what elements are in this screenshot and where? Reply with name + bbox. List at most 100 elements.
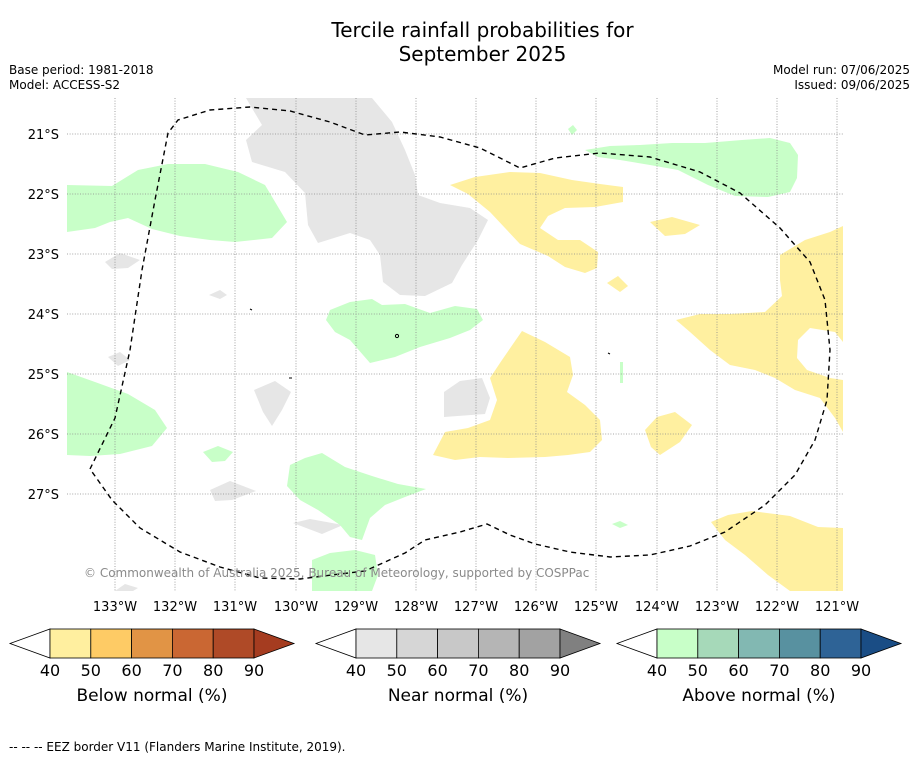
colorbar-label-above: Above normal (%) [682,686,836,706]
issued-text: Issued: 09/06/2025 [794,78,910,92]
above-normal-blob [620,362,623,383]
colorbar-tick-label: 40 [346,661,366,680]
lat-label: 26°S [28,428,59,443]
colorbar-tick-label: 50 [81,661,101,680]
lon-labels: 133°W 132°W 131°W 130°W 129°W 128°W 127°… [93,600,859,615]
colorbar-label-below: Below normal (%) [76,686,228,706]
eez-legend-text: -- -- -- EEZ border V11 (Flanders Marine… [9,740,346,754]
colorbar-tick-label: 40 [40,661,60,680]
colorbar-swatch [437,628,479,659]
colorbar-swatch [171,628,214,659]
model-text: Model: ACCESS-S2 [9,78,121,92]
colorbar-swatch [477,628,520,659]
colorbar-tick-label: 80 [509,661,529,680]
near-normal-blob [444,378,490,417]
above-normal-region-south [287,453,426,540]
island-marker [249,308,253,311]
below-normal-blob [607,276,628,292]
above-normal-blob [612,521,628,528]
colorbar-swatch [131,628,173,659]
lon-label: 130°W [274,600,318,615]
island-marker [607,352,611,355]
above-normal-region-west [67,164,287,242]
colorbar-extend-low [615,628,658,659]
lon-label: 127°W [454,600,498,615]
below-normal-region-east [676,226,843,432]
above-normal-region-northeast [585,138,798,197]
lat-labels: 21°S 22°S 23°S 24°S 25°S 26°S 27°S [28,128,59,503]
near-normal-blob [293,519,343,534]
lat-label: 22°S [28,188,59,203]
lon-label: 123°W [695,600,739,615]
base-period-text: Base period: 1981-2018 [9,63,154,77]
eez-border [89,106,831,580]
colorbar-swatch [738,628,780,659]
below-normal-region-central-south [433,331,602,460]
colorbar-tick-label: 60 [728,661,748,680]
islands [249,308,611,379]
colorbar-swatch [779,628,821,659]
colorbar-tick-label: 60 [427,661,447,680]
colorbar-swatch [49,628,92,659]
colorbar-tick-label: 70 [769,661,789,680]
near-normal-blob [254,381,291,426]
colorbar-near: 40 50 60 70 80 90 [314,628,602,680]
colorbar-swatch [656,628,699,659]
lon-label: 125°W [574,600,618,615]
near-normal-blob [115,584,138,591]
colorbar-tick-label: 90 [851,661,871,680]
above-normal-blob [203,446,233,462]
lat-label: 25°S [28,368,59,383]
colorbars: 40 50 60 70 80 90 40 50 60 70 80 90 40 50 60 70 80 90 [8,628,903,680]
lon-label: 132°W [153,600,197,615]
lat-label: 23°S [28,248,59,263]
colorbar-tick-label: 70 [468,661,488,680]
colorbar-tick-label: 50 [688,661,708,680]
colorbar-label-near: Near normal (%) [387,686,529,706]
probability-regions [67,98,843,591]
lat-label: 24°S [28,308,59,323]
near-normal-blob [108,352,130,366]
model-run-text: Model run: 07/06/2025 [772,63,910,77]
colorbar-tick-label: 70 [162,661,182,680]
lat-label: 27°S [28,488,59,503]
title-line-1: Tercile rainfall probabilities for [331,18,634,42]
colorbar-swatch [355,628,398,659]
lon-label: 133°W [93,600,137,615]
lat-label: 21°S [28,128,59,143]
colorbar-extend-low [314,628,357,659]
below-normal-blob [645,412,692,455]
graticule [67,98,843,591]
above-normal-region-bottom [312,550,378,591]
colorbar-tick-label: 80 [810,661,830,680]
lon-label: 124°W [635,600,679,615]
above-normal-region-central [326,299,483,363]
colorbar-below: 40 50 60 70 80 90 [8,628,296,680]
lon-label: 131°W [213,600,257,615]
colorbar-tick-label: 50 [387,661,407,680]
colorbar-extend-high [253,628,296,659]
near-normal-blob [210,481,256,501]
lon-label: 121°W [815,600,859,615]
colorbar-extend-low [8,628,51,659]
colorbar-swatch [518,628,561,659]
meta-left: Base period: 1981-2018 Model: ACCESS-S2 [9,63,154,93]
colorbar-tick-label: 40 [647,661,667,680]
below-normal-region-central-north [450,172,623,273]
lon-label: 129°W [334,600,378,615]
colorbar-tick-label: 80 [203,661,223,680]
copyright-text: © Commonwealth of Australia 2025, Bureau… [84,566,589,580]
title-line-2: September 2025 [398,42,567,66]
colorbar-tick-label: 60 [121,661,141,680]
near-normal-region-north [246,98,488,296]
colorbar-extend-high [559,628,602,659]
colorbar-swatch [90,628,133,659]
near-normal-blob [105,253,140,269]
above-normal-region-southwest [67,372,167,456]
island-marker [394,333,400,339]
meta-right: Model run: 07/06/2025 Issued: 09/06/2025 [773,63,910,93]
lon-label: 122°W [755,600,799,615]
colorbar-swatch [819,628,862,659]
near-normal-blob [209,290,227,299]
colorbar-swatch [396,628,438,659]
